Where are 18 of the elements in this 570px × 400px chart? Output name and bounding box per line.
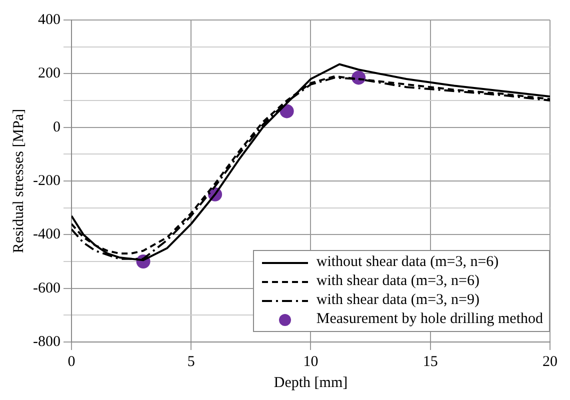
x-tick-label: 20 <box>542 354 558 370</box>
y-tick-label: -200 <box>32 172 60 189</box>
y-tick-label: 200 <box>38 66 60 82</box>
x-tick-label: 5 <box>187 354 195 370</box>
y-axis-title: Residual stresses [MPa] <box>10 108 27 254</box>
y-tick-label: -600 <box>32 280 60 296</box>
x-tick-label: 10 <box>303 354 318 370</box>
legend-label: without shear data (m=3, n=6) <box>316 254 499 271</box>
legend-label: Measurement by hole drilling method <box>316 311 543 328</box>
legend-label: with shear data (m=3, n=9) <box>316 292 480 309</box>
legend-label: with shear data (m=3, n=6) <box>316 273 480 290</box>
y-tick-label: 400 <box>38 12 60 28</box>
y-tick-label: -400 <box>32 226 60 243</box>
x-tick-label: 15 <box>422 354 438 370</box>
y-tick-label: 0 <box>52 119 60 136</box>
x-tick-label: 0 <box>68 354 76 370</box>
y-tick-label: -800 <box>32 334 60 350</box>
x-axis-title: Depth [mm] <box>274 374 348 391</box>
